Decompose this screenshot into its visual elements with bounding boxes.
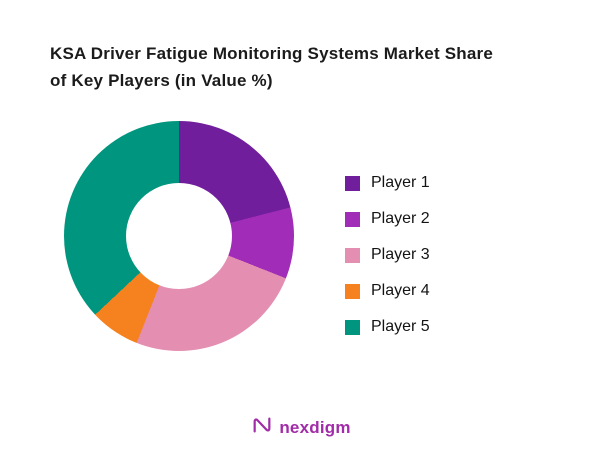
legend-item: Player 1: [345, 172, 430, 194]
legend-swatch: [345, 247, 360, 263]
nexdigm-n-wave-icon: [251, 414, 273, 441]
legend-swatch: [345, 319, 360, 335]
legend-item: Player 2: [345, 208, 430, 230]
chart-title-line-2: of Key Players (in Value %): [50, 71, 273, 90]
legend-label: Player 5: [371, 318, 430, 335]
legend-swatch: [345, 211, 360, 227]
legend-item: Player 3: [345, 244, 430, 266]
legend-label: Player 4: [371, 282, 430, 299]
chart-title-line-1: KSA Driver Fatigue Monitoring Systems Ma…: [50, 44, 493, 63]
donut-hole: [126, 183, 232, 289]
donut-chart: [64, 121, 294, 351]
chart-title: KSA Driver Fatigue Monitoring Systems Ma…: [50, 40, 570, 94]
legend-item: Player 4: [345, 280, 430, 302]
legend-label: Player 3: [371, 246, 430, 263]
legend-label: Player 2: [371, 210, 430, 227]
logo-wordmark: nexdigm: [279, 417, 351, 437]
legend-swatch: [345, 175, 360, 191]
legend-item: Player 5: [345, 316, 430, 338]
legend: Player 1 Player 2 Player 3 Player 4 Player 5: [345, 172, 430, 338]
logo: nexdigm: [0, 414, 602, 441]
legend-label: Player 1: [371, 174, 430, 191]
legend-swatch: [345, 283, 360, 299]
